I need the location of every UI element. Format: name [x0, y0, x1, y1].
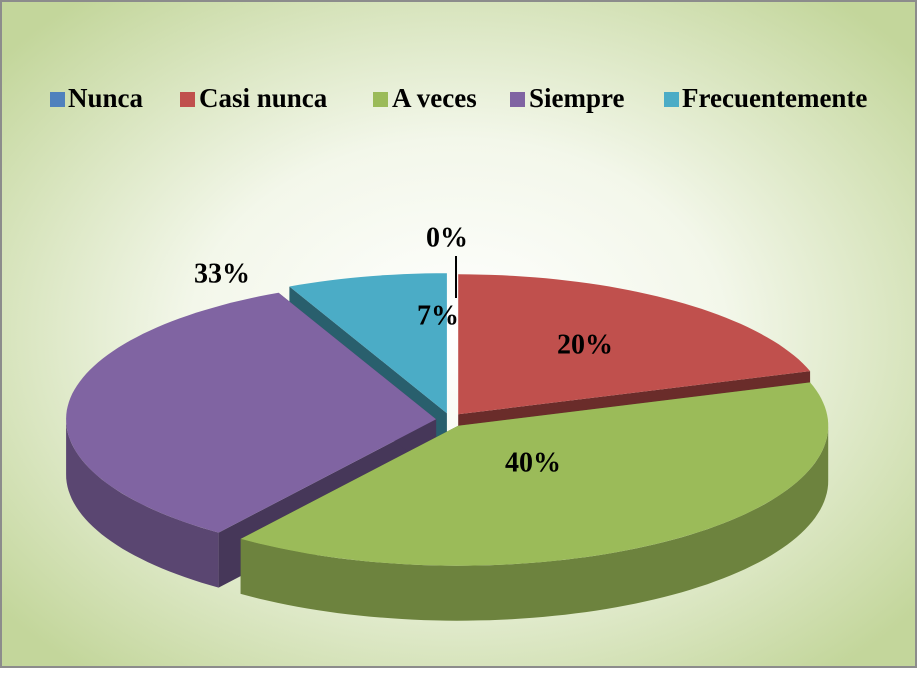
pie-tops: [66, 273, 829, 566]
legend-swatch: [664, 92, 679, 107]
legend-swatch: [50, 92, 65, 107]
data-label: 40%: [505, 447, 561, 478]
data-label: 20%: [557, 329, 613, 360]
legend-label: Casi nunca: [199, 83, 328, 113]
legend-swatch: [180, 92, 195, 107]
slice-side: [240, 425, 829, 621]
slice: [66, 292, 437, 533]
legend-label: Frecuentemente: [682, 83, 867, 113]
legend: Nunca Casi nunca A veces Siempre Frecuenteme…: [50, 83, 867, 113]
slice: [458, 274, 811, 415]
legend-label: Nunca: [68, 83, 144, 113]
data-labels: 0% 20% 40% 33% 7%: [194, 222, 613, 478]
slice: [240, 382, 829, 566]
legend-label: A veces: [392, 83, 477, 113]
data-label: 7%: [417, 300, 459, 331]
data-label: 33%: [194, 258, 250, 289]
legend-label: Siempre: [529, 83, 625, 113]
legend-swatch: [510, 92, 525, 107]
legend-swatch: [373, 92, 388, 107]
slice: [289, 273, 447, 414]
data-label: 0%: [426, 222, 468, 253]
slice-side: [66, 419, 219, 588]
